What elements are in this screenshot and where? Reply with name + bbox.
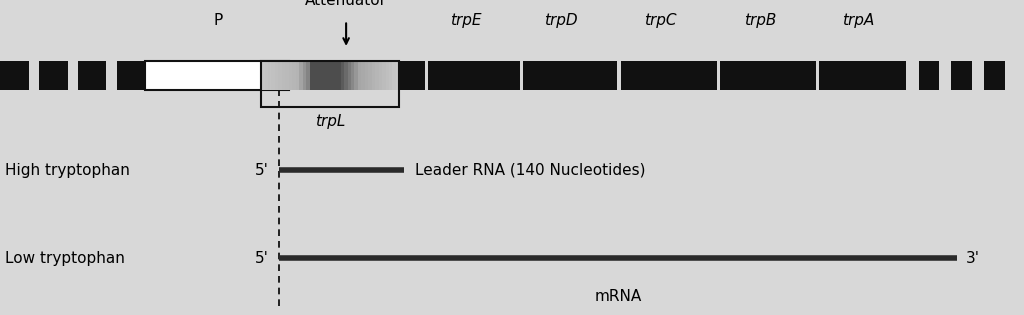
Bar (282, 61, 287, 90)
Bar (330, 61, 335, 90)
Bar (303, 61, 307, 90)
Bar (286, 61, 290, 90)
Bar (324, 61, 328, 90)
Bar (425, 61, 428, 90)
Bar (334, 61, 338, 90)
Bar (316, 61, 321, 90)
Bar (382, 61, 387, 90)
Bar (337, 61, 342, 90)
Bar (351, 61, 355, 90)
Bar (365, 61, 370, 90)
Bar (145, 61, 886, 90)
Bar (319, 61, 325, 90)
Text: Attenuator: Attenuator (305, 0, 387, 8)
Bar (117, 61, 145, 90)
Text: trpB: trpB (743, 13, 776, 28)
Text: 5': 5' (254, 251, 268, 266)
Bar (385, 61, 390, 90)
Bar (261, 61, 265, 90)
Bar (145, 61, 289, 90)
Bar (271, 61, 276, 90)
Text: trpA: trpA (842, 13, 874, 28)
Text: trpD: trpD (545, 13, 578, 28)
Text: High tryptophan: High tryptophan (5, 163, 130, 178)
Bar (264, 61, 269, 90)
Bar (354, 61, 359, 90)
Bar (327, 61, 332, 90)
Text: Leader RNA (140 Nucleotides): Leader RNA (140 Nucleotides) (415, 163, 645, 178)
Bar (520, 61, 523, 90)
Text: 3': 3' (966, 251, 980, 266)
Bar (268, 61, 272, 90)
Bar (984, 61, 1005, 90)
Bar (717, 61, 720, 90)
Bar (274, 61, 280, 90)
Bar (279, 61, 283, 90)
Text: trpC: trpC (644, 13, 677, 28)
Text: trpL: trpL (314, 114, 345, 129)
Bar (375, 61, 380, 90)
Bar (358, 61, 362, 90)
Bar (816, 61, 819, 90)
Bar (292, 61, 297, 90)
Bar (347, 61, 352, 90)
Bar (0, 61, 29, 90)
Bar (379, 61, 383, 90)
Bar (617, 61, 621, 90)
Bar (344, 61, 348, 90)
Bar (299, 61, 304, 90)
Bar (919, 61, 939, 90)
Bar (392, 61, 397, 90)
Bar (372, 61, 376, 90)
Bar (951, 61, 972, 90)
Text: trpE: trpE (451, 13, 481, 28)
Bar (396, 61, 400, 90)
Bar (296, 61, 300, 90)
Bar (306, 61, 310, 90)
Bar (309, 61, 314, 90)
Bar (341, 61, 345, 90)
Text: 5': 5' (254, 163, 268, 178)
Text: P: P (213, 13, 223, 28)
Bar (369, 61, 373, 90)
Bar (361, 61, 366, 90)
Bar (313, 61, 317, 90)
Bar (261, 61, 399, 107)
Bar (389, 61, 393, 90)
Bar (78, 61, 106, 90)
Text: mRNA: mRNA (594, 289, 642, 304)
Bar (39, 61, 68, 90)
Bar (289, 61, 293, 90)
Bar (886, 61, 906, 90)
Text: Low tryptophan: Low tryptophan (5, 251, 125, 266)
